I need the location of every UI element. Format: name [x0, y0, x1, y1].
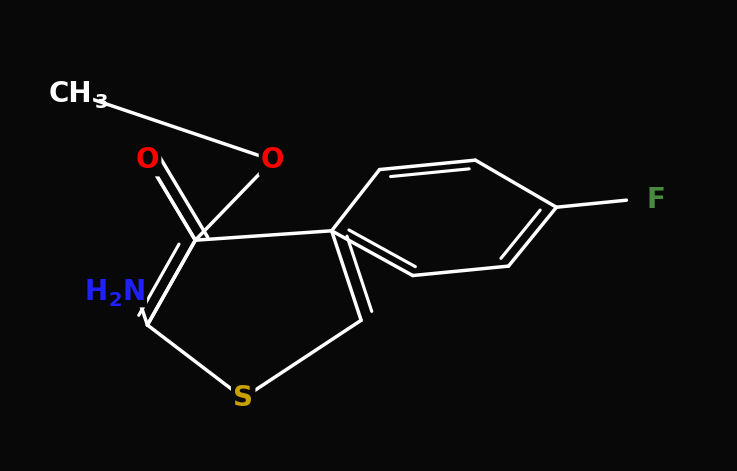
Text: O: O	[261, 146, 284, 174]
Text: F: F	[646, 186, 666, 214]
Text: S: S	[233, 384, 254, 412]
Text: H: H	[84, 278, 108, 306]
Text: N: N	[122, 278, 146, 306]
Text: 2: 2	[108, 291, 122, 310]
Text: O: O	[136, 146, 159, 174]
Text: 3: 3	[94, 93, 108, 112]
Text: CH: CH	[48, 80, 92, 108]
